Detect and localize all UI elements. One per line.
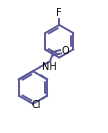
- Text: NH: NH: [42, 62, 57, 72]
- Text: O: O: [62, 46, 69, 56]
- Text: F: F: [56, 8, 62, 18]
- Text: Cl: Cl: [32, 100, 41, 110]
